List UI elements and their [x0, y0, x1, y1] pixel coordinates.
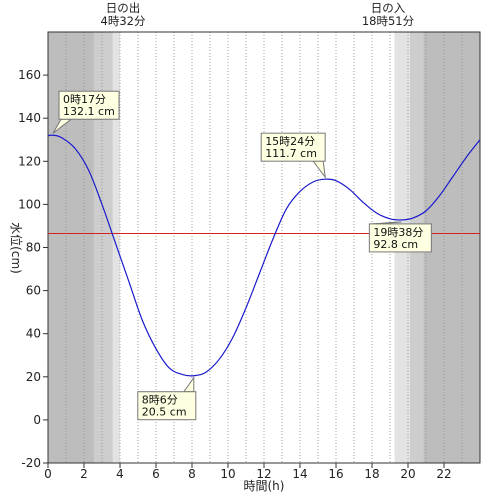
x-tick-label: 12 [256, 467, 271, 481]
callout-box [137, 391, 197, 421]
tide-level-line [47, 134, 481, 377]
sunset-label: 日の入 [371, 1, 406, 15]
y-tick-label: 100 [18, 197, 41, 211]
x-tick-label: 2 [80, 467, 88, 481]
y-axis-ticks: -20 0 20 40 60 80 100 120 140 160 [18, 68, 48, 470]
x-tick-label: 16 [328, 467, 343, 481]
x-tick-label: 18 [364, 467, 379, 481]
callout-time: 0時17分 [63, 93, 106, 106]
x-tick-label: 4 [116, 467, 124, 481]
sunrise-label: 日の出 [106, 1, 141, 15]
y-tick-label: 0 [33, 413, 41, 427]
callout-value: 92.8 cm [373, 238, 418, 251]
y-tick-label: 120 [18, 154, 41, 168]
y-tick-label: 60 [26, 284, 41, 298]
x-tick-label: 6 [152, 467, 160, 481]
x-tick-label: 0 [44, 467, 52, 481]
y-tick-label: 140 [18, 111, 41, 125]
sunset-time: 18時51分 [362, 14, 415, 28]
dusk-band [93, 32, 113, 463]
callout-value: 132.1 cm [63, 105, 115, 118]
callout-box [58, 90, 120, 120]
x-tick-label: 10 [220, 467, 235, 481]
x-tick-label: 14 [292, 467, 307, 481]
callout-box [368, 223, 432, 253]
y-axis-label: 水位(cm) [9, 222, 24, 274]
y-tick-label: 80 [26, 241, 41, 255]
x-axis-ticks: 0 2 4 6 8 10 12 14 16 18 20 22 [44, 463, 452, 481]
x-axis-label: 時間(h) [244, 479, 285, 493]
y-tick-label: 160 [18, 68, 41, 82]
x-tick-label: 20 [400, 467, 415, 481]
x-tick-label: 8 [188, 467, 196, 481]
callout-time: 8時6分 [142, 394, 178, 407]
night-band [423, 32, 480, 463]
callout-time: 15時24分 [265, 135, 315, 148]
x-tick-label: 22 [436, 467, 451, 481]
y-tick-label: 20 [26, 370, 41, 384]
callout-box [260, 132, 326, 162]
callout-value: 111.7 cm [265, 147, 317, 160]
callout-time: 19時38分 [373, 226, 423, 239]
y-tick-label: -20 [21, 456, 41, 470]
callout-value: 20.5 cm [142, 406, 187, 419]
sunrise-time: 4時32分 [101, 14, 146, 28]
y-tick-label: 40 [26, 327, 41, 341]
